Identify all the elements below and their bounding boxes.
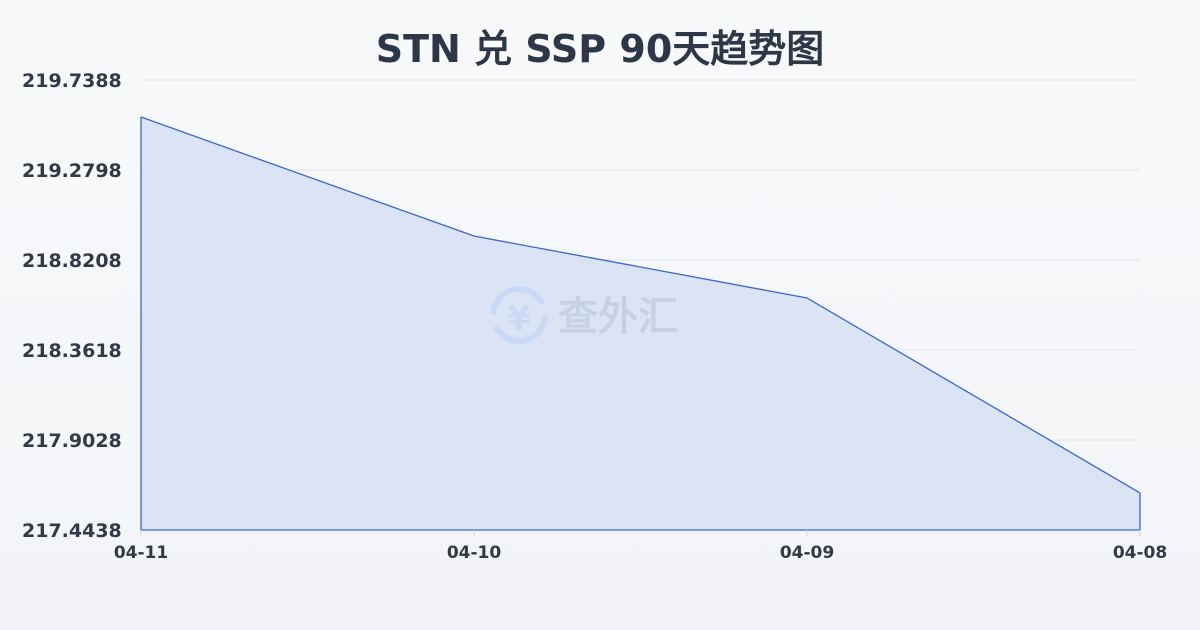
x-tick-label: 04-10	[447, 543, 502, 563]
y-tick-label: 219.7388	[22, 70, 122, 92]
y-tick-label: 217.9028	[22, 430, 122, 452]
x-tick-label: 04-09	[780, 543, 834, 563]
series-line	[140, 116, 1141, 494]
y-tick-label: 219.2798	[22, 160, 122, 182]
area-fill	[141, 117, 1140, 531]
x-tick-label: 04-08	[1113, 543, 1167, 563]
y-tick-label: 218.3618	[22, 340, 122, 362]
chart-title: STN 兑 SSP 90天趋势图	[375, 27, 825, 71]
y-tick-label: 217.4438	[22, 520, 122, 542]
x-tick-label: 04-11	[114, 543, 168, 563]
y-tick-label: 218.8208	[22, 250, 122, 272]
